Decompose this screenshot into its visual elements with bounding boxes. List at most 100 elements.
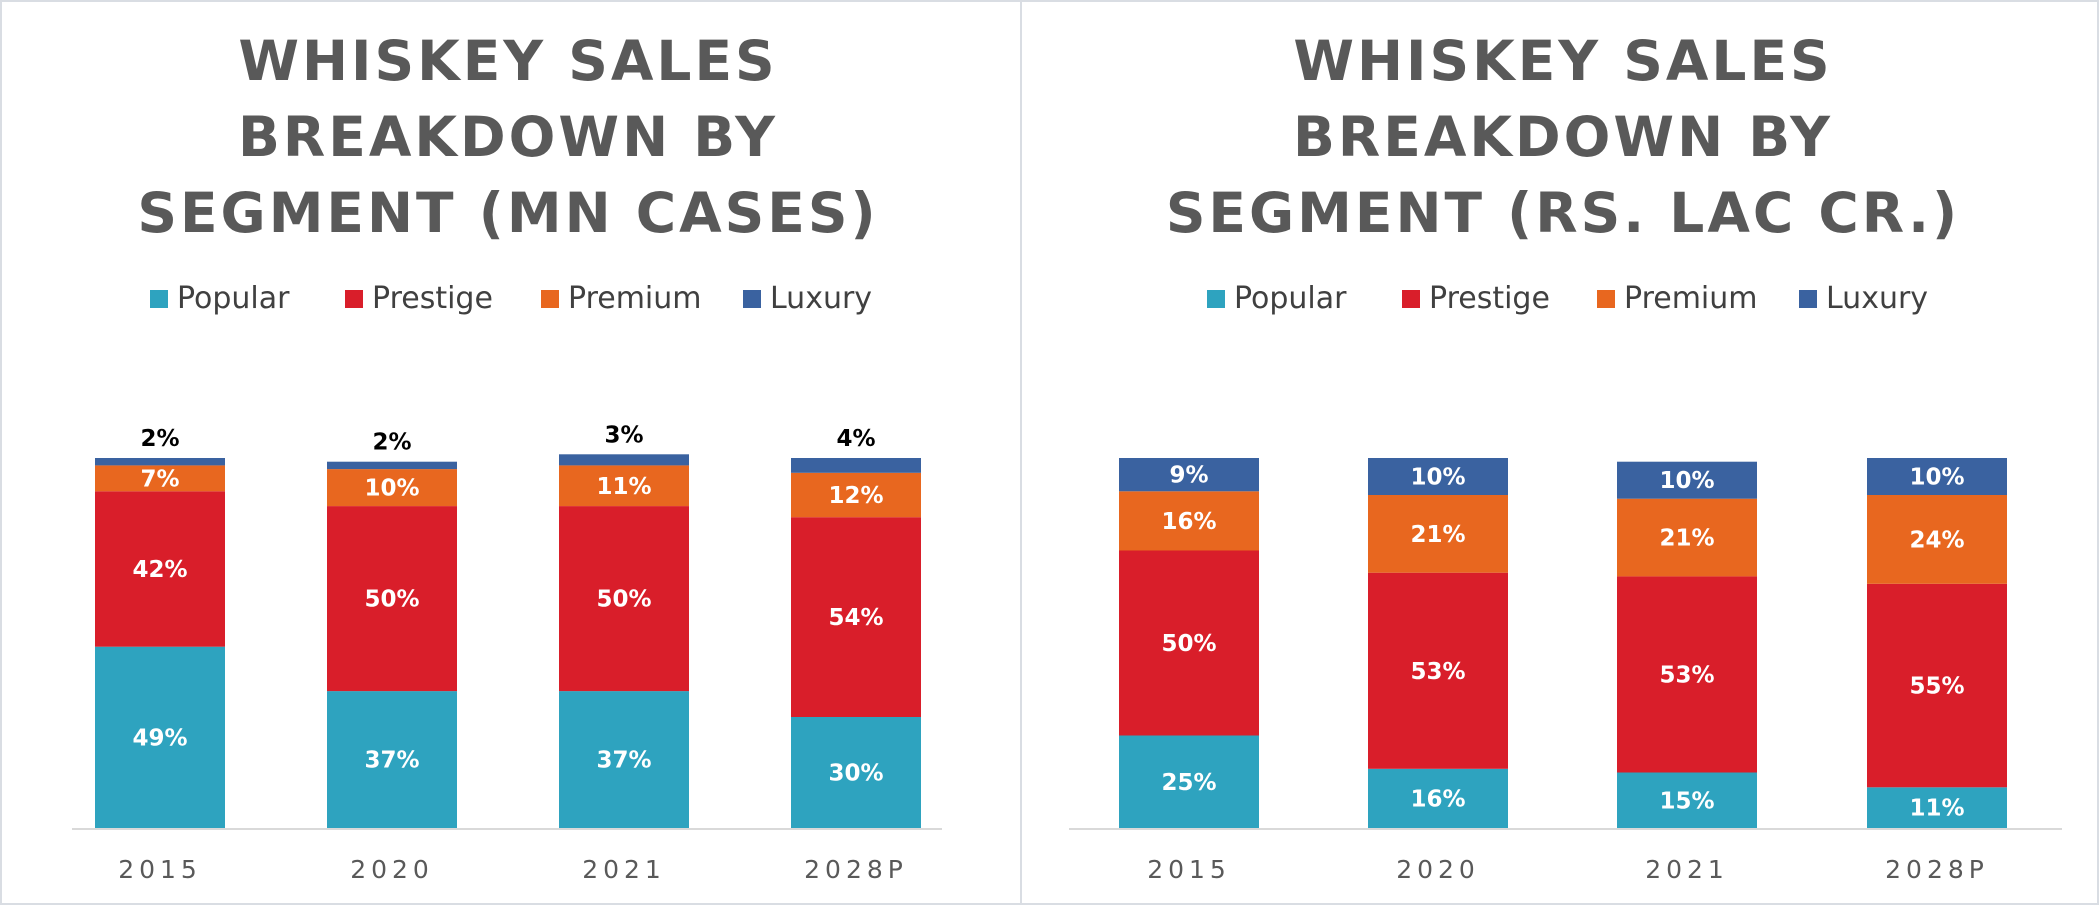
- legend-item-prestige: Prestige: [345, 281, 493, 316]
- bar-group-2028p: 30% 54% 12% 4%: [791, 426, 921, 828]
- bars: 49% 42% 7% 2% 37% 50% 10% 2% 37% 50% 11% 3% 30% 54% 12…: [95, 422, 921, 828]
- data-label-popular-2015: 49%: [132, 725, 187, 751]
- bar-popular-2015: [95, 646, 225, 828]
- data-label-popular-2028p: 30%: [828, 761, 883, 787]
- bar-group-2021: 15% 53% 21% 10%: [1617, 461, 1757, 828]
- data-label-luxury-2020: 10%: [1410, 465, 1465, 491]
- bar-group-2020: 16% 53% 21% 10%: [1368, 458, 1508, 828]
- data-label-popular-2020: 37%: [364, 748, 419, 774]
- chart-title-line-3: SEGMENT (RS. LAC CR.): [1166, 181, 1960, 245]
- legend-label-luxury: Luxury: [770, 281, 872, 316]
- bar-premium-2028p: [1867, 495, 2007, 584]
- bar-popular-2015: [1119, 735, 1259, 828]
- bar-prestige-2021: [559, 506, 689, 692]
- bar-premium-2015: [95, 465, 225, 492]
- bar-luxury-2015: [1119, 458, 1259, 492]
- legend-label-prestige: Prestige: [1429, 281, 1550, 316]
- bar-group-2021: 37% 50% 11% 3%: [559, 422, 689, 828]
- data-label-premium-2021: 21%: [1659, 526, 1714, 552]
- bar-luxury-2028p: [791, 458, 921, 473]
- bar-popular-2021: [1617, 772, 1757, 828]
- data-label-premium-2015: 16%: [1161, 509, 1216, 535]
- bar-luxury-2020: [1368, 458, 1508, 495]
- data-label-luxury-2028p: 4%: [836, 426, 875, 452]
- legend-swatch-popular: [1207, 290, 1225, 308]
- data-label-prestige-2020: 50%: [364, 587, 419, 613]
- bar-prestige-2028p: [1867, 583, 2007, 788]
- chart-panel-rs-lac-cr: WHISKEY SALES BREAKDOWN BY SEGMENT (RS. …: [1020, 0, 2099, 905]
- bar-premium-2028p: [791, 472, 921, 518]
- chart-title-line-2: BREAKDOWN BY: [1293, 105, 1833, 169]
- data-label-luxury-2020: 2%: [372, 430, 411, 456]
- legend-swatch-luxury: [743, 290, 761, 308]
- data-label-popular-2021: 37%: [596, 748, 651, 774]
- chart-panel-mn-cases: WHISKEY SALES BREAKDOWN BY SEGMENT (MN C…: [0, 0, 1022, 905]
- legend-label-popular: Popular: [177, 281, 290, 316]
- chart-mn-cases: WHISKEY SALES BREAKDOWN BY SEGMENT (MN C…: [72, 29, 942, 884]
- legend-item-luxury: Luxury: [743, 281, 872, 316]
- bars: 25% 50% 16% 9% 16% 53% 21% 10% 15% 53% 21% 10% 11% 55…: [1119, 458, 2007, 828]
- bar-prestige-2015: [1119, 550, 1259, 736]
- data-label-prestige-2021: 53%: [1659, 662, 1714, 688]
- data-label-premium-2015: 7%: [140, 466, 179, 492]
- bar-popular-2028p: [791, 717, 921, 828]
- legend-swatch-popular: [150, 290, 168, 308]
- data-label-luxury-2021: 10%: [1659, 468, 1714, 494]
- data-label-premium-2028p: 12%: [828, 483, 883, 509]
- data-label-popular-2020: 16%: [1410, 786, 1465, 812]
- legend-item-popular: Popular: [1207, 281, 1347, 316]
- legend-item-luxury: Luxury: [1799, 281, 1928, 316]
- data-label-luxury-2015: 2%: [140, 426, 179, 452]
- bar-group-2015: 25% 50% 16% 9%: [1119, 458, 1259, 828]
- data-label-popular-2015: 25%: [1161, 770, 1216, 796]
- bar-prestige-2020: [1368, 572, 1508, 769]
- chart-rs-lac-cr: WHISKEY SALES BREAKDOWN BY SEGMENT (RS. …: [1069, 29, 2062, 884]
- data-label-prestige-2028p: 55%: [1909, 674, 1964, 700]
- data-label-popular-2021: 15%: [1659, 788, 1714, 814]
- bar-group-2015: 49% 42% 7% 2%: [95, 426, 225, 828]
- data-label-prestige-2015: 50%: [1161, 631, 1216, 657]
- bar-popular-2021: [559, 691, 689, 828]
- bar-group-2028p: 11% 55% 24% 10%: [1867, 458, 2007, 828]
- legend-swatch-premium: [1597, 290, 1615, 308]
- legend-swatch-premium: [541, 290, 559, 308]
- data-label-luxury-2021: 3%: [604, 422, 643, 448]
- legend-swatch-luxury: [1799, 290, 1817, 308]
- legend: Popular Prestige Premium Luxury: [150, 281, 872, 316]
- data-label-prestige-2020: 53%: [1410, 659, 1465, 685]
- data-label-premium-2021: 11%: [596, 474, 651, 500]
- data-label-popular-2028p: 11%: [1909, 796, 1964, 822]
- x-tick-label-2015: 2015: [118, 855, 202, 884]
- bar-popular-2020: [1368, 768, 1508, 828]
- data-label-prestige-2015: 42%: [132, 557, 187, 583]
- data-label-luxury-2028p: 10%: [1909, 465, 1964, 491]
- legend-swatch-prestige: [345, 290, 363, 308]
- bar-premium-2020: [1368, 495, 1508, 573]
- x-tick-label-2021: 2021: [582, 855, 666, 884]
- legend-label-prestige: Prestige: [372, 281, 493, 316]
- bar-luxury-2021: [559, 454, 689, 466]
- legend-label-premium: Premium: [1624, 281, 1758, 316]
- x-tick-label-2028p: 2028P: [804, 855, 908, 884]
- data-label-prestige-2028p: 54%: [828, 605, 883, 631]
- bar-premium-2021: [559, 465, 689, 507]
- legend-item-popular: Popular: [150, 281, 290, 316]
- bar-prestige-2020: [327, 506, 457, 692]
- bar-luxury-2020: [327, 461, 457, 470]
- legend-item-premium: Premium: [1597, 281, 1758, 316]
- bar-prestige-2015: [95, 491, 225, 647]
- x-tick-label-2028p: 2028P: [1885, 855, 1989, 884]
- x-tick-label-2021: 2021: [1645, 855, 1729, 884]
- data-label-premium-2020: 10%: [364, 476, 419, 502]
- x-tick-label-2020: 2020: [350, 855, 434, 884]
- chart-title-line-1: WHISKEY SALES: [238, 29, 777, 93]
- bar-premium-2015: [1119, 491, 1259, 551]
- bar-premium-2021: [1617, 498, 1757, 577]
- bar-group-2020: 37% 50% 10% 2%: [327, 430, 457, 828]
- legend-label-premium: Premium: [568, 281, 702, 316]
- data-label-premium-2028p: 24%: [1909, 527, 1964, 553]
- bar-prestige-2021: [1617, 576, 1757, 773]
- data-label-premium-2020: 21%: [1410, 522, 1465, 548]
- bar-popular-2028p: [1867, 787, 2007, 828]
- chart-title-line-3: SEGMENT (MN CASES): [137, 181, 878, 245]
